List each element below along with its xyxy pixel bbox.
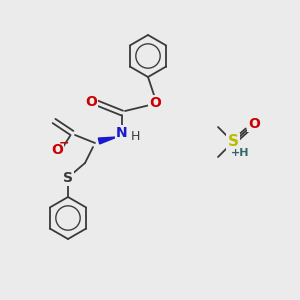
Text: O: O	[51, 143, 63, 157]
Text: N: N	[116, 126, 128, 140]
Text: S: S	[227, 134, 239, 149]
Text: H: H	[130, 130, 140, 143]
Polygon shape	[98, 137, 117, 144]
Text: +H: +H	[231, 148, 249, 158]
Text: O: O	[85, 95, 97, 109]
Text: S: S	[63, 171, 73, 185]
Text: O: O	[248, 117, 260, 131]
Text: O: O	[149, 96, 161, 110]
Text: −: −	[59, 136, 69, 149]
